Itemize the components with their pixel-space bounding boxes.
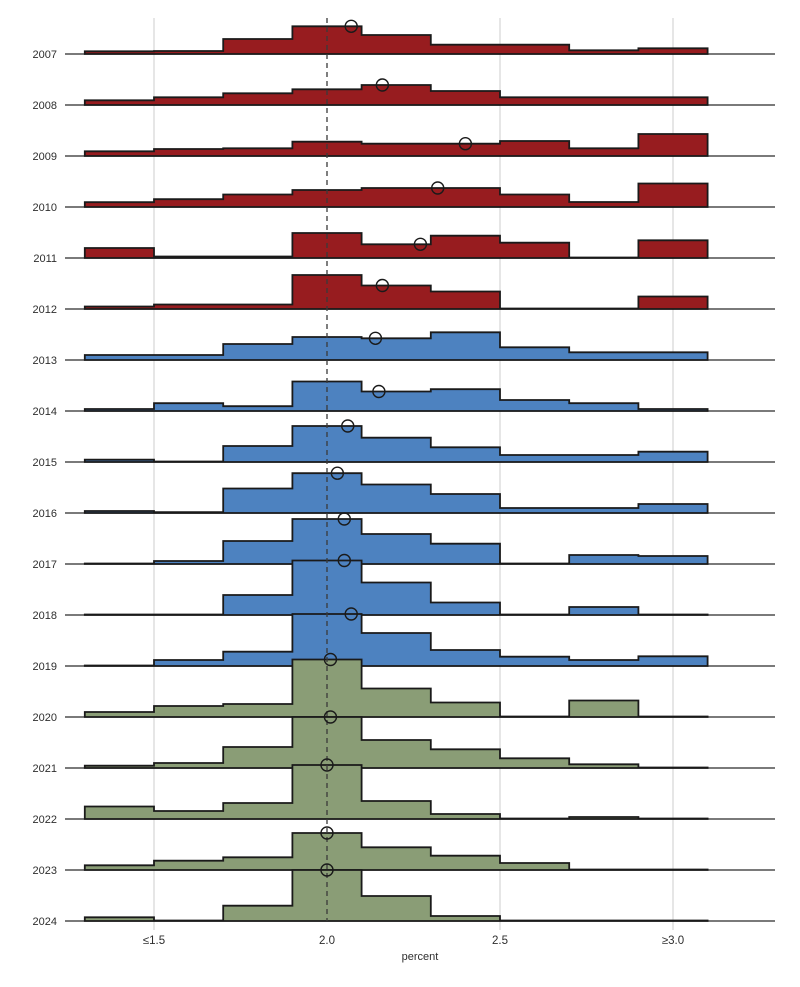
median-marker-2024	[320, 863, 334, 877]
histogram-2018	[83, 559, 709, 616]
median-marker-2008	[375, 78, 390, 92]
histogram-2015	[83, 425, 709, 463]
median-marker-2020	[323, 652, 338, 667]
histogram-2014	[83, 380, 709, 412]
histogram-2022	[83, 764, 709, 820]
median-marker-2018	[337, 553, 351, 568]
year-label-2022: 2022	[33, 814, 57, 826]
histogram-2012	[83, 274, 709, 310]
histogram-2021	[83, 716, 709, 769]
median-marker-2011	[413, 237, 428, 252]
x-tick-label: ≥3.0	[662, 935, 684, 947]
median-marker-2010	[431, 181, 445, 195]
median-marker-2022	[320, 758, 334, 772]
median-marker-2007	[344, 19, 358, 33]
year-label-2020: 2020	[33, 712, 57, 724]
histogram-2023	[83, 832, 709, 871]
histogram-2017	[83, 518, 709, 565]
median-marker-2016	[330, 466, 345, 480]
histogram-2019	[83, 613, 709, 667]
year-label-2017: 2017	[33, 559, 57, 571]
year-label-2016: 2016	[33, 508, 57, 520]
histogram-2016	[83, 472, 709, 514]
year-label-2011: 2011	[33, 253, 57, 265]
histogram-2011	[83, 232, 709, 259]
year-label-2018: 2018	[33, 610, 57, 622]
year-label-2009: 2009	[33, 151, 57, 163]
year-label-2021: 2021	[33, 763, 57, 775]
median-marker-2012	[375, 278, 390, 293]
median-marker-2017	[337, 512, 351, 526]
median-marker-2015	[341, 419, 355, 433]
median-marker-2021	[323, 710, 338, 724]
x-axis-title: percent	[402, 951, 439, 963]
median-marker-2019	[344, 607, 358, 621]
histogram-2009	[83, 133, 709, 157]
histogram-2008	[83, 84, 709, 106]
year-label-2008: 2008	[33, 100, 57, 112]
x-tick-label: 2.0	[319, 935, 335, 947]
year-label-2015: 2015	[33, 457, 57, 469]
year-label-2024: 2024	[33, 916, 57, 928]
x-tick-label: 2.5	[492, 935, 508, 947]
year-label-2023: 2023	[33, 865, 57, 877]
histogram-2020	[83, 658, 709, 718]
histogram-2007	[83, 25, 709, 55]
histogram-2010	[83, 182, 709, 208]
median-marker-2023	[320, 826, 334, 840]
year-label-2014: 2014	[33, 406, 57, 418]
median-marker-2014	[372, 384, 386, 399]
x-tick-label: ≤1.5	[143, 935, 165, 947]
year-label-2010: 2010	[33, 202, 57, 214]
histogram-2013	[83, 331, 709, 361]
histogram-2024	[83, 869, 709, 922]
median-marker-2009	[458, 136, 473, 151]
year-label-2012: 2012	[33, 304, 57, 316]
median-marker-2013	[368, 331, 383, 345]
year-label-2007: 2007	[33, 49, 57, 61]
year-label-2013: 2013	[33, 355, 57, 367]
year-label-2019: 2019	[33, 661, 57, 673]
